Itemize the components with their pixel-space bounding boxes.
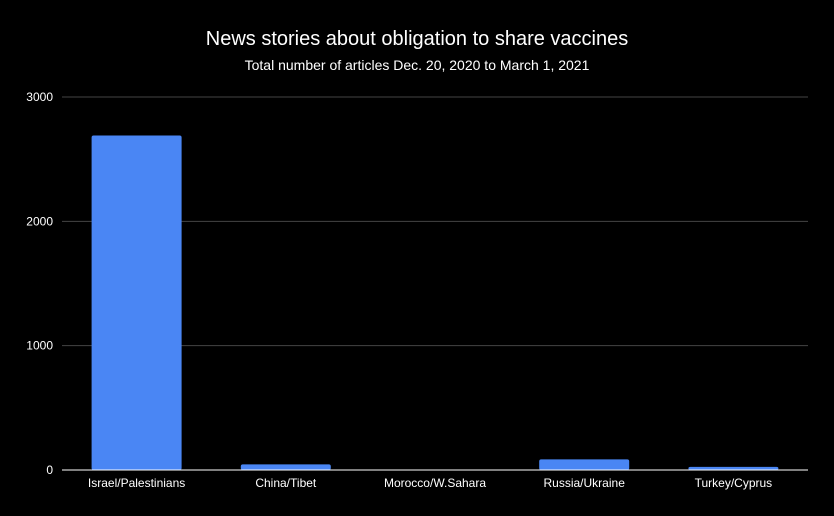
x-tick-label: China/Tibet — [255, 476, 317, 490]
x-tick-label: Morocco/W.Sahara — [384, 476, 486, 490]
x-tick-label: Turkey/Cyprus — [695, 476, 773, 490]
y-tick-label: 2000 — [26, 214, 53, 228]
bar — [688, 466, 779, 470]
y-tick-label: 0 — [46, 463, 53, 477]
y-tick-label: 3000 — [26, 90, 53, 104]
x-tick-label: Israel/Palestinians — [88, 476, 185, 490]
bar — [539, 459, 630, 470]
chart-title: News stories about obligation to share v… — [206, 28, 628, 50]
bars — [91, 135, 779, 470]
y-tick-label: 1000 — [26, 339, 53, 353]
gridlines — [62, 96, 808, 347]
chart-subtitle: Total number of articles Dec. 20, 2020 t… — [245, 57, 590, 73]
bar — [91, 135, 182, 470]
x-tick-label: Russia/Ukraine — [544, 476, 626, 490]
bar — [240, 464, 331, 470]
y-tick-labels: 0 1000 2000 3000 — [26, 90, 53, 477]
x-tick-labels: Israel/Palestinians China/Tibet Morocco/W.… — [88, 476, 772, 490]
